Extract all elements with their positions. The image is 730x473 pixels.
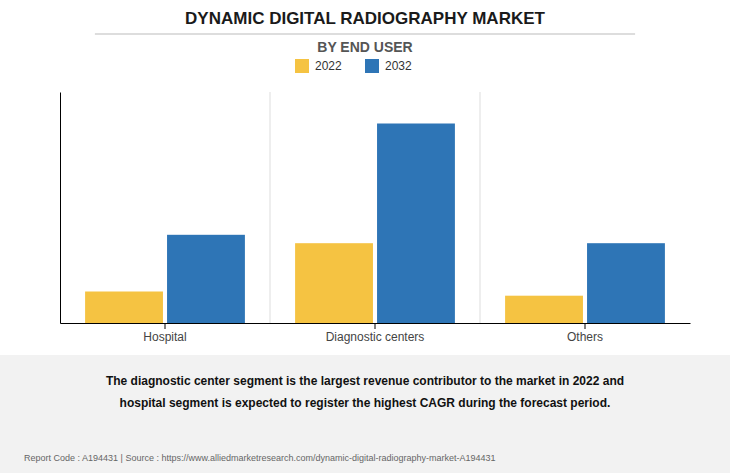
- chart: DYNAMIC DIGITAL RADIOGRAPHY MARKET BY END…: [0, 0, 730, 473]
- category-separator: [480, 92, 481, 323]
- x-axis: Hospital Diagnostic centers Others: [61, 323, 691, 344]
- bar: [167, 235, 245, 323]
- x-tick-label: Hospital: [143, 330, 186, 344]
- bar: [377, 124, 455, 324]
- bar: [505, 296, 583, 323]
- x-tick-label: Others: [567, 330, 603, 344]
- title-rule: [95, 34, 635, 35]
- source: Report Code : A194431 | Source : https:/…: [24, 453, 496, 463]
- y-axis: [60, 93, 61, 324]
- legend-item: 2022: [295, 59, 342, 73]
- x-tick-label: Diagnostic centers: [326, 330, 425, 344]
- x-tick: Others: [567, 323, 603, 344]
- category-separator: [270, 92, 271, 323]
- bar: [295, 243, 373, 323]
- legend-label: 2032: [385, 59, 412, 73]
- x-tick: Diagnostic centers: [326, 323, 425, 344]
- legend-item: 2032: [365, 59, 412, 73]
- bar: [587, 243, 665, 323]
- y-axis-line: [60, 93, 61, 324]
- bar: [85, 292, 163, 324]
- plot: Hospital Diagnostic centers Others: [61, 92, 691, 344]
- x-tick: Hospital: [143, 323, 186, 344]
- x-tick-mark: [585, 323, 586, 329]
- x-tick-mark: [375, 323, 376, 329]
- footnote-background: [0, 355, 730, 473]
- footnote: hospital segment is expected to register…: [120, 396, 611, 410]
- subtitle: BY END USER: [317, 39, 412, 55]
- legend-swatch: [365, 59, 379, 73]
- bars: [85, 124, 665, 324]
- legend-swatch: [295, 59, 309, 73]
- title: DYNAMIC DIGITAL RADIOGRAPHY MARKET: [185, 9, 545, 28]
- legend: 2022 2032: [295, 59, 412, 73]
- legend-label: 2022: [315, 59, 342, 73]
- x-tick-mark: [165, 323, 166, 329]
- footnote: The diagnostic center segment is the lar…: [106, 374, 624, 388]
